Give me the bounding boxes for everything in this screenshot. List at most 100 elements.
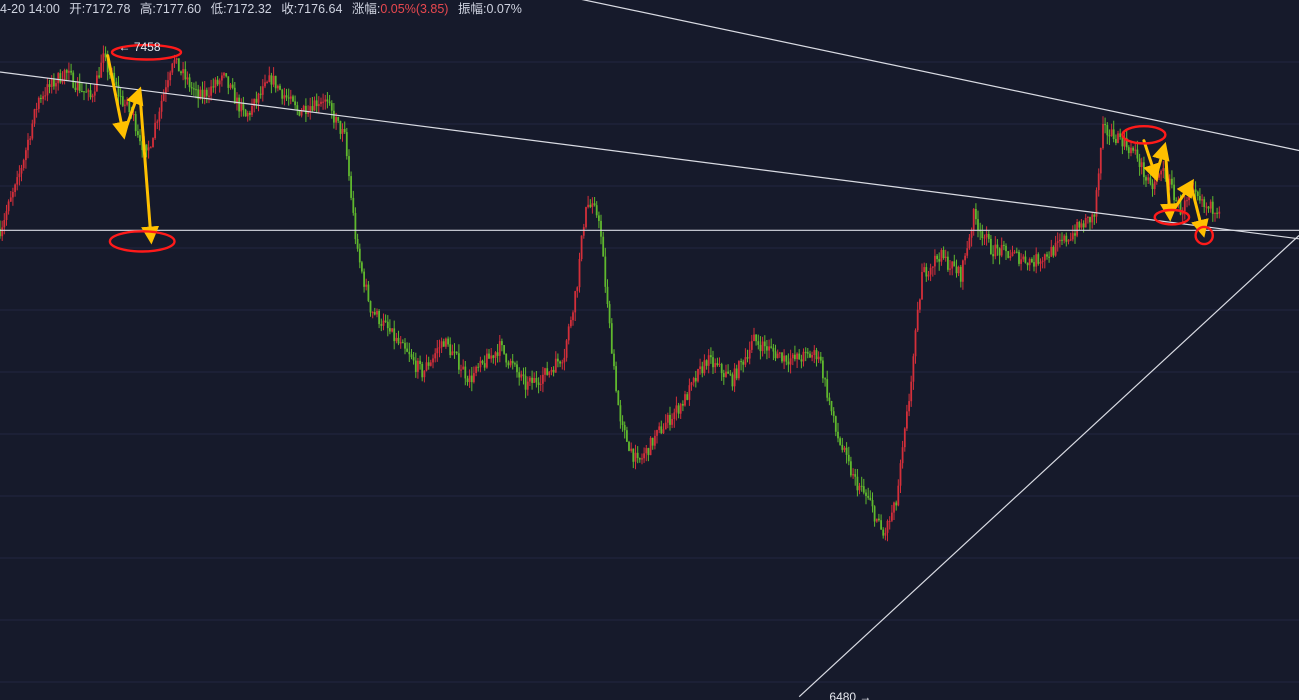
candle-body: [755, 334, 757, 342]
candle-body: [337, 117, 340, 121]
candle-body: [722, 373, 725, 377]
candle-body: [40, 97, 42, 99]
arrow-down-left-2: [138, 93, 160, 245]
candle-body: [93, 91, 96, 96]
candle-body: [983, 237, 986, 239]
candle-body: [259, 93, 262, 95]
candle-body: [763, 341, 766, 347]
candle-body: [231, 84, 234, 88]
candle-body: [1093, 214, 1096, 217]
candle-body: [1099, 148, 1102, 174]
candle-body: [744, 357, 747, 365]
candle-body: [875, 518, 878, 522]
arrow-down-right-3: [1189, 184, 1209, 238]
candle-body: [944, 256, 947, 258]
candle-body: [604, 256, 607, 287]
candle-body: [992, 254, 994, 257]
candle-body: [378, 311, 380, 325]
candle-body: [145, 144, 148, 151]
candle-body: [412, 357, 415, 361]
candle-body: [389, 328, 391, 332]
candle-body: [602, 236, 605, 257]
candle-body: [481, 360, 484, 364]
candle-body: [957, 266, 960, 274]
candle-body: [208, 95, 210, 97]
candle-body: [466, 378, 469, 383]
candle-body: [104, 53, 107, 58]
candle-body: [701, 366, 704, 374]
candle-body: [610, 323, 613, 354]
candle-body: [819, 356, 822, 361]
candle-body: [35, 108, 38, 110]
candle-body: [617, 390, 620, 406]
candle-body: [619, 405, 622, 422]
candle-body: [662, 429, 665, 434]
candle-body: [990, 238, 992, 255]
candle-body: [953, 261, 956, 267]
candle-body: [1155, 177, 1158, 182]
candle-body: [1071, 233, 1074, 240]
candle-body: [292, 96, 294, 102]
candle-body: [195, 89, 197, 91]
candle-body: [285, 95, 288, 98]
candle-body: [152, 138, 154, 148]
candle-body: [218, 80, 221, 85]
ascending-support: [798, 235, 1299, 698]
candle-body: [477, 366, 480, 368]
candle-body: [686, 394, 689, 400]
candle-body: [65, 70, 68, 73]
candle-body: [238, 97, 240, 112]
candle-body: [404, 342, 406, 349]
candle-body: [376, 311, 378, 315]
candle-body: [350, 176, 352, 198]
info-change-value: 0.05%(3.85): [380, 2, 449, 16]
candle-body: [906, 411, 908, 429]
candle-body: [908, 401, 910, 412]
candle-body: [244, 109, 247, 117]
candle-body: [802, 351, 805, 362]
candle-body: [302, 105, 305, 112]
candle-body: [498, 341, 501, 356]
candle-body: [694, 378, 697, 382]
candle-body: [841, 444, 844, 450]
candle-body: [395, 337, 398, 342]
candle-body: [871, 500, 874, 507]
circle-support-left: [108, 230, 176, 253]
candle-body: [113, 72, 116, 82]
candle-body: [554, 358, 557, 373]
candle-body: [1179, 199, 1182, 215]
candle-body: [445, 338, 447, 347]
candle-body: [738, 361, 740, 379]
candle-body: [298, 110, 301, 116]
candle-body: [128, 101, 131, 112]
candle-body: [1203, 199, 1206, 207]
candle-body: [406, 348, 408, 352]
candle-body: [1147, 177, 1150, 181]
candle-body: [384, 320, 387, 322]
candle-body: [345, 132, 348, 157]
candle-body: [897, 485, 900, 506]
candle-body: [572, 312, 574, 321]
candle-body: [1065, 235, 1068, 242]
candle-body: [0, 229, 1, 237]
candle-body: [61, 80, 64, 83]
candle-body: [1121, 137, 1124, 147]
candle-body: [682, 404, 684, 406]
candle-body: [1162, 168, 1165, 171]
candle-body: [184, 69, 187, 80]
candle-body: [878, 518, 880, 521]
candle-body: [1211, 201, 1214, 214]
candle-body: [591, 203, 594, 207]
candle-body: [970, 230, 973, 238]
candle-body: [205, 89, 208, 96]
candle-body: [1140, 162, 1143, 167]
candle-body: [977, 219, 979, 231]
candle-body: [949, 268, 951, 270]
candle-body: [912, 356, 915, 382]
candle-body: [33, 109, 36, 124]
candle-body: [535, 378, 538, 383]
candle-body: [671, 418, 673, 425]
candle-body: [242, 103, 245, 110]
candle-body: [382, 320, 385, 326]
candle-body: [22, 160, 25, 168]
